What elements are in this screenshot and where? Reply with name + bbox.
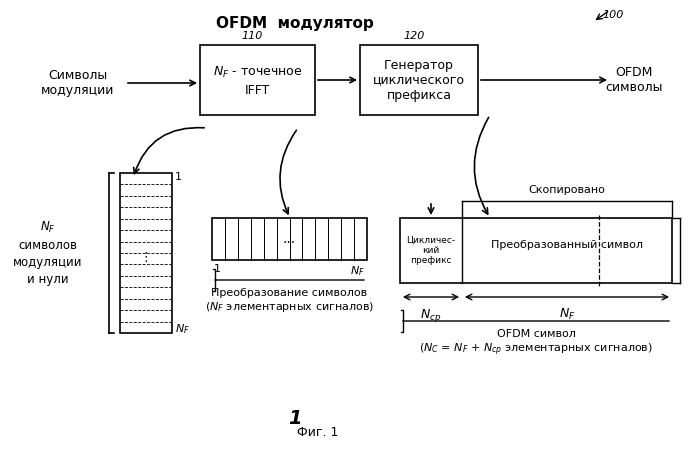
Text: OFDM  модулятор: OFDM модулятор	[216, 16, 374, 31]
Bar	[360, 45, 478, 115]
Text: Преобразованный символ: Преобразованный символ	[491, 239, 643, 249]
Text: Цикличес-
кий
префикс: Цикличес- кий префикс	[406, 235, 456, 265]
Text: OFDM символ
($N_C$ = $N_F$ + $N_{cp}$ элементарных сигналов): OFDM символ ($N_C$ = $N_F$ + $N_{cp}$ эл…	[419, 329, 653, 358]
Text: OFDM
символы: OFDM символы	[605, 66, 663, 94]
Text: Генератор
циклического
префикса: Генератор циклического префикса	[373, 59, 465, 101]
Text: Преобразование символов
($N_F$ элементарных сигналов): Преобразование символов ($N_F$ элементар…	[205, 288, 374, 314]
Text: 1: 1	[175, 172, 182, 182]
Text: $N_F$: $N_F$	[350, 264, 365, 278]
Bar	[200, 45, 315, 115]
Text: Фиг. 1: Фиг. 1	[297, 425, 339, 438]
Text: $N_{cp}$: $N_{cp}$	[420, 307, 442, 324]
Text: ...: ...	[283, 232, 296, 246]
Text: 100: 100	[602, 10, 624, 20]
Bar	[212, 218, 367, 260]
Text: 110: 110	[242, 31, 264, 41]
Text: 1: 1	[214, 264, 221, 274]
Text: 1: 1	[288, 409, 302, 428]
Text: ⋮: ⋮	[140, 250, 152, 263]
Bar	[400, 218, 672, 283]
Text: IFFT: IFFT	[245, 83, 271, 97]
Bar	[120, 173, 172, 333]
Text: $N_F$
символов
модуляции
и нули: $N_F$ символов модуляции и нули	[13, 220, 82, 286]
Text: 120: 120	[403, 31, 425, 41]
Text: Скопировано: Скопировано	[528, 185, 605, 195]
Text: Символы
модуляции: Символы модуляции	[41, 69, 115, 97]
Text: $N_F$ - точечное: $N_F$ - точечное	[212, 64, 302, 79]
Text: $N_F$: $N_F$	[559, 307, 575, 322]
Text: $N_F$: $N_F$	[175, 322, 190, 336]
